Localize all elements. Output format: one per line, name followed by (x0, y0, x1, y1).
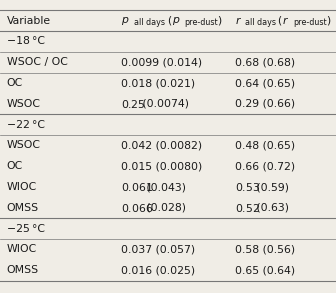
Text: $\it{r}$: $\it{r}$ (282, 15, 289, 26)
Text: $\it{r}$: $\it{r}$ (235, 15, 242, 26)
Text: (0.043): (0.043) (143, 182, 186, 192)
Text: (0.63): (0.63) (253, 203, 289, 213)
Text: OC: OC (7, 78, 23, 88)
Text: WIOC: WIOC (7, 182, 37, 192)
Text: $\it{0.066}$: $\it{0.066}$ (121, 202, 153, 214)
Text: $\it{0.52}$: $\it{0.52}$ (235, 202, 260, 214)
Text: all days: all days (134, 18, 165, 27)
Text: ): ) (217, 16, 221, 26)
Text: pre-dust: pre-dust (293, 18, 327, 27)
Text: (0.0074): (0.0074) (139, 99, 189, 109)
Text: 0.037 (0.057): 0.037 (0.057) (121, 244, 195, 255)
Text: 0.68 (0.68): 0.68 (0.68) (235, 57, 295, 67)
Text: (0.028): (0.028) (143, 203, 186, 213)
Text: ): ) (327, 16, 331, 26)
Text: OMSS: OMSS (7, 203, 39, 213)
Text: −22 °C: −22 °C (7, 120, 45, 130)
Text: −25 °C: −25 °C (7, 224, 45, 234)
Text: 0.018 (0.021): 0.018 (0.021) (121, 78, 195, 88)
Text: 0.29 (0.66): 0.29 (0.66) (235, 99, 295, 109)
Text: (: ( (278, 16, 282, 26)
Text: all days: all days (245, 18, 276, 27)
Text: 0.015 (0.0080): 0.015 (0.0080) (121, 161, 202, 171)
Text: WSOC: WSOC (7, 140, 41, 151)
Text: 0.65 (0.64): 0.65 (0.64) (235, 265, 295, 275)
Text: WSOC / OC: WSOC / OC (7, 57, 68, 67)
Text: pre-dust: pre-dust (184, 18, 217, 27)
Text: OMSS: OMSS (7, 265, 39, 275)
Text: 0.0099 (0.014): 0.0099 (0.014) (121, 57, 202, 67)
Text: (0.59): (0.59) (253, 182, 289, 192)
Text: 0.016 (0.025): 0.016 (0.025) (121, 265, 195, 275)
Text: 0.042 (0.0082): 0.042 (0.0082) (121, 140, 202, 151)
Text: (: ( (167, 16, 171, 26)
Text: −18 °C: −18 °C (7, 36, 45, 47)
Text: $\it{0.061}$: $\it{0.061}$ (121, 181, 153, 193)
Text: Variable: Variable (7, 16, 51, 26)
Text: OC: OC (7, 161, 23, 171)
Text: $\it{0.25}$: $\it{0.25}$ (121, 98, 145, 110)
Text: $\it{p}$: $\it{p}$ (172, 15, 180, 27)
Text: WIOC: WIOC (7, 244, 37, 255)
Text: $\it{p}$: $\it{p}$ (121, 15, 129, 27)
Text: WSOC: WSOC (7, 99, 41, 109)
Text: 0.64 (0.65): 0.64 (0.65) (235, 78, 295, 88)
Text: 0.48 (0.65): 0.48 (0.65) (235, 140, 295, 151)
Text: 0.66 (0.72): 0.66 (0.72) (235, 161, 295, 171)
Text: $\it{0.53}$: $\it{0.53}$ (235, 181, 260, 193)
Text: 0.58 (0.56): 0.58 (0.56) (235, 244, 295, 255)
